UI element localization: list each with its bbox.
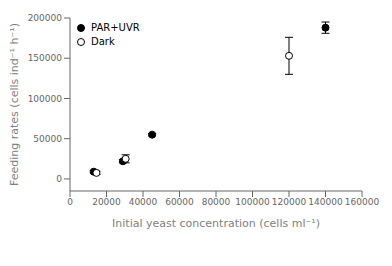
svg-text:0: 0 xyxy=(67,197,73,207)
svg-text:100000: 100000 xyxy=(28,94,63,104)
html-text:PAR+UVR: PAR+UVR xyxy=(91,22,140,33)
svg-text:120000: 120000 xyxy=(272,197,307,207)
svg-text:40000: 40000 xyxy=(129,197,158,207)
svg-text:160000: 160000 xyxy=(345,197,380,207)
svg-text:50000: 50000 xyxy=(33,134,62,144)
svg-text:200000: 200000 xyxy=(28,13,63,23)
svg-text:140000: 140000 xyxy=(308,197,343,207)
svg-text:Initial yeast concentration (c: Initial yeast concentration (cells ml⁻¹) xyxy=(112,217,320,230)
svg-text:60000: 60000 xyxy=(165,197,194,207)
html-text:Dark: Dark xyxy=(91,36,115,47)
svg-text:Feeding rates (cells ind⁻¹ h⁻¹: Feeding rates (cells ind⁻¹ h⁻¹) xyxy=(8,23,21,186)
svg-text:80000: 80000 xyxy=(202,197,231,207)
svg-text:100000: 100000 xyxy=(235,197,270,207)
svg-text:20000: 20000 xyxy=(92,197,121,207)
svg-text:150000: 150000 xyxy=(28,53,63,63)
svg-text:0: 0 xyxy=(56,174,62,184)
